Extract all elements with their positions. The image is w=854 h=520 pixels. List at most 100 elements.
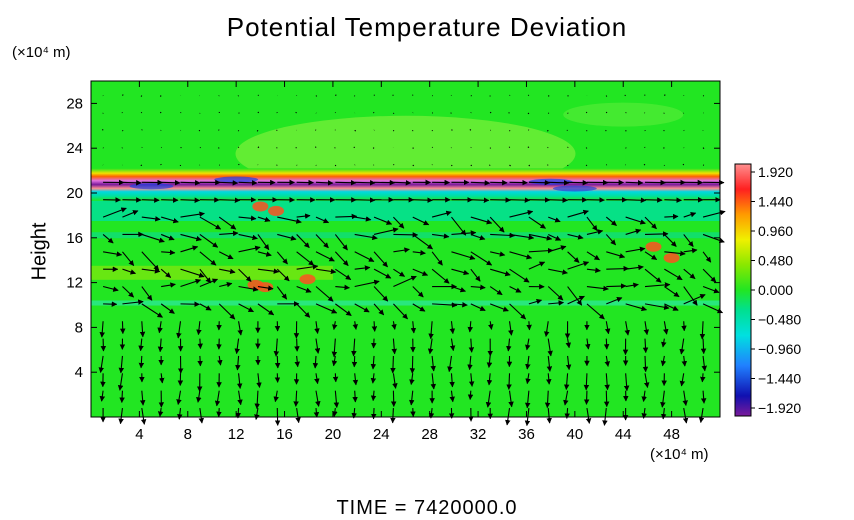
y-tick-label: 24 <box>66 140 83 157</box>
wind-vector <box>393 356 394 373</box>
wind-vector <box>606 112 607 113</box>
x-tick-label: 16 <box>276 426 293 443</box>
wind-vector <box>257 130 258 131</box>
wind-vector <box>160 96 161 97</box>
wind-vector <box>316 182 333 183</box>
wind-vector <box>470 129 471 130</box>
field-cold-streak <box>553 186 597 192</box>
colorbar-tick-label: 0.960 <box>758 223 793 239</box>
wind-vector <box>161 200 178 201</box>
wind-vector <box>645 356 646 372</box>
x-tick-label: 8 <box>184 426 192 443</box>
wind-vector <box>413 165 414 166</box>
wind-vector <box>238 408 239 418</box>
wind-vector <box>219 408 220 417</box>
y-tick-label: 16 <box>66 230 83 247</box>
wind-vector <box>355 182 375 183</box>
wind-vector <box>122 182 141 183</box>
x-tick-label: 12 <box>228 426 245 443</box>
wind-vector <box>218 148 219 149</box>
field-inversion-band <box>91 168 720 200</box>
field-hot-spot <box>268 206 284 216</box>
wind-vector <box>373 112 374 113</box>
wind-vector <box>663 148 664 149</box>
field-warm-patch <box>563 103 683 127</box>
wind-vector <box>374 321 375 331</box>
y-tick-label: 12 <box>66 275 83 292</box>
wind-vector <box>181 200 200 201</box>
wind-vector <box>548 96 549 97</box>
wind-vector <box>258 112 259 113</box>
wind-vector <box>703 148 704 149</box>
wind-vector <box>238 96 239 97</box>
wind-vector <box>355 391 356 402</box>
wind-vector <box>122 391 123 403</box>
wind-vector <box>102 129 103 130</box>
field-cool-layer <box>91 201 720 221</box>
wind-vector <box>142 200 159 201</box>
wind-vector <box>606 391 607 407</box>
colorbar-tick-label: 0.480 <box>758 253 793 269</box>
field-cold-streak <box>529 179 573 185</box>
wind-vector <box>644 164 645 165</box>
field-lower-stripe <box>91 301 720 306</box>
wind-vector <box>141 112 142 113</box>
wind-vector <box>200 339 201 349</box>
wind-vector <box>219 200 240 201</box>
colorbar-scale <box>735 164 751 416</box>
x-tick-label: 48 <box>663 426 680 443</box>
x-tick-label: 4 <box>135 426 143 443</box>
wind-vector <box>471 182 490 183</box>
wind-vector <box>490 112 491 113</box>
wind-vector <box>586 165 587 166</box>
colorbar-tick-label: 0.000 <box>758 282 793 298</box>
wind-vector <box>606 286 626 287</box>
wind-vector <box>528 113 529 114</box>
x-tick-label: 32 <box>470 426 487 443</box>
wind-vector <box>664 95 665 96</box>
wind-vector <box>296 112 297 113</box>
wind-vector <box>451 165 452 166</box>
wind-vector <box>645 339 646 353</box>
wind-vector <box>529 165 530 166</box>
colorbar-tick-label: −0.480 <box>758 312 801 328</box>
wind-vector <box>626 182 643 183</box>
wind-vector <box>258 147 259 148</box>
wind-vector <box>471 200 489 201</box>
wind-vector <box>316 96 317 97</box>
wind-vector <box>277 356 278 368</box>
wind-vector <box>703 339 704 354</box>
wind-vector <box>181 112 182 113</box>
wind-vector <box>528 130 529 131</box>
field-hot-spot <box>300 274 316 284</box>
field-hot-spot <box>664 253 680 263</box>
field-cold-streak <box>129 183 173 189</box>
y-tick-label: 4 <box>75 364 83 381</box>
wind-vector <box>258 95 259 96</box>
wind-vector <box>354 147 355 148</box>
wind-vector <box>510 200 530 201</box>
wind-vector <box>413 200 433 201</box>
wind-vector <box>141 96 142 97</box>
field-hot-spot <box>645 242 661 252</box>
wind-vector <box>606 130 607 131</box>
wind-vector <box>471 165 472 166</box>
field-hot-spot <box>252 201 268 211</box>
wind-vector <box>239 182 257 183</box>
wind-vector <box>161 182 180 183</box>
wind-vector <box>199 130 200 131</box>
wind-vector <box>568 147 569 148</box>
wind-vector <box>413 148 414 149</box>
wind-vector <box>509 373 510 389</box>
colorbar-tick-label: −1.440 <box>758 371 801 387</box>
wind-vector <box>548 200 567 201</box>
wind-vector <box>684 321 685 330</box>
field-cold-streak <box>214 177 258 183</box>
x-tick-label: 24 <box>373 426 390 443</box>
wind-vector <box>702 373 703 381</box>
y-tick-label: 28 <box>66 95 83 112</box>
wind-vector <box>626 200 646 201</box>
wind-vector <box>510 165 511 166</box>
wind-vector <box>393 408 394 423</box>
colorbar-tick-label: 1.440 <box>758 194 793 210</box>
